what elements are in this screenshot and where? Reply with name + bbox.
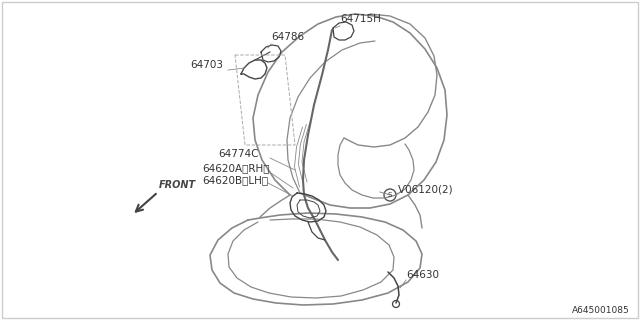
Text: 64620B〈LH〉: 64620B〈LH〉	[202, 175, 268, 185]
Text: A645001085: A645001085	[572, 306, 630, 315]
Text: 64620A〈RH〉: 64620A〈RH〉	[202, 163, 269, 173]
Text: 64703: 64703	[190, 60, 223, 70]
Text: FRONT: FRONT	[159, 180, 196, 190]
Text: 64774C: 64774C	[218, 149, 259, 159]
Text: 64715H: 64715H	[340, 14, 381, 24]
Text: Ѵ06120(2): Ѵ06120(2)	[398, 184, 454, 194]
Text: 64630: 64630	[406, 270, 439, 280]
Text: 64786: 64786	[271, 32, 304, 42]
Text: S: S	[388, 192, 392, 198]
